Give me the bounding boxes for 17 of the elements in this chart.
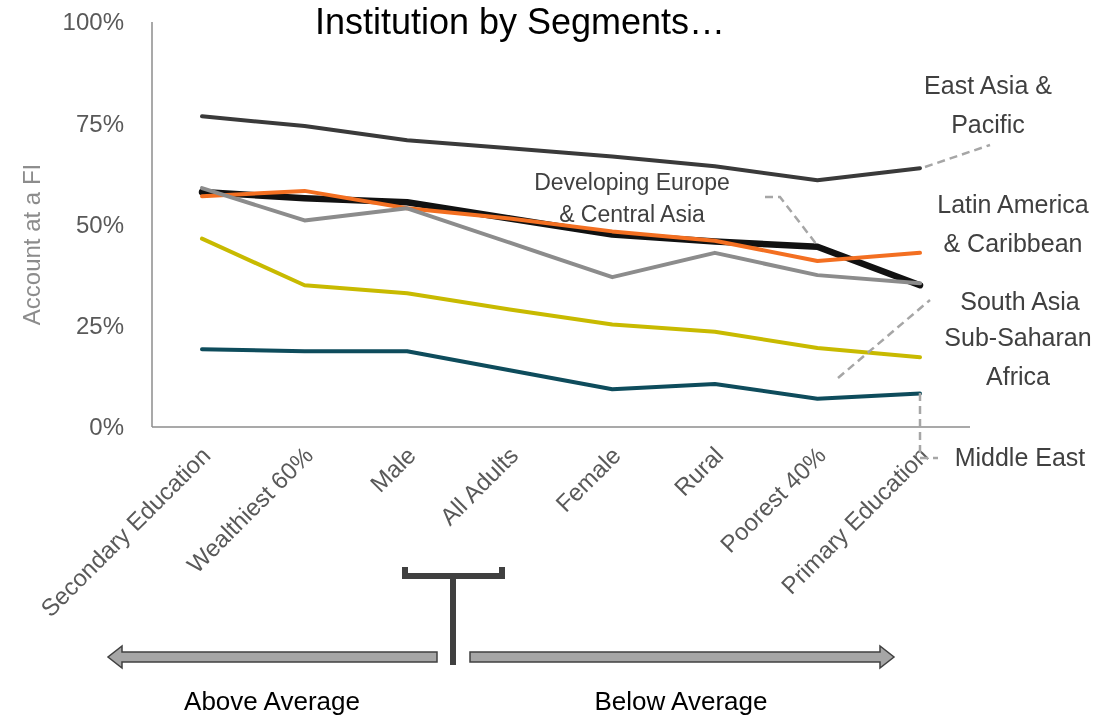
series-label: Latin America & Caribbean bbox=[937, 190, 1089, 257]
y-tick-label: 100% bbox=[62, 8, 124, 36]
line-series bbox=[200, 347, 922, 401]
y-axis-title: Account at a FI bbox=[18, 163, 45, 326]
text: Below Average bbox=[594, 686, 768, 716]
y-tick-label: 75% bbox=[75, 109, 124, 137]
series-label: East Asia & Pacific bbox=[924, 71, 1053, 138]
chart-title: Institution by Segments… bbox=[314, 1, 726, 42]
line-series bbox=[200, 236, 922, 360]
text: Above Average bbox=[184, 686, 360, 716]
text: Middle East bbox=[954, 443, 1086, 471]
y-tick-label: 0% bbox=[89, 413, 124, 441]
series-label: Developing Europe & Central Asia bbox=[534, 169, 730, 227]
series-label: Sub-Saharan Africa bbox=[944, 323, 1092, 390]
series-label: South Asia bbox=[960, 287, 1080, 315]
y-tick-label: 25% bbox=[75, 312, 124, 340]
y-tick-label: 50% bbox=[75, 210, 124, 238]
